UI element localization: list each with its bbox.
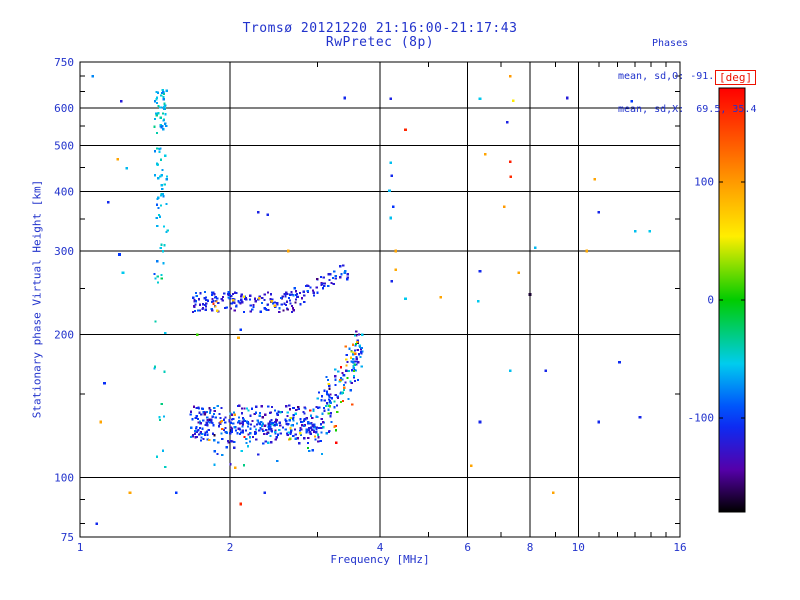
phase-stats-heading: Phases — [652, 38, 689, 49]
x-tick-label: 2 — [227, 541, 234, 554]
x-tick-label: 8 — [527, 541, 534, 554]
colorbar-gradient — [719, 88, 745, 512]
plot-subtitle: RwPretec (8p) — [325, 35, 435, 50]
colorbar: 100 0 -100 — [688, 87, 746, 513]
plot-title: Tromsø 20121220 21:16:00-21:17:43 — [242, 21, 518, 36]
x-tick-label: 1 — [77, 541, 84, 554]
gridlines — [80, 62, 680, 537]
y-axis-title: Stationary phase Virtual Height [km] — [30, 179, 44, 419]
y-tick-label: 600 — [54, 102, 74, 115]
x-tick-label: 6 — [464, 541, 471, 554]
x-axis-title: Frequency [MHz] — [330, 553, 430, 566]
colorbar-tick-label: 0 — [707, 294, 714, 307]
y-tick-label: 75 — [61, 531, 74, 544]
x-tick-label: 16 — [673, 541, 686, 554]
x-tick-label: 10 — [572, 541, 585, 554]
y-tick-label: 400 — [54, 186, 74, 199]
minor-ticks — [80, 62, 680, 537]
y-tick-label: 750 — [54, 56, 74, 69]
y-tick-label: 500 — [54, 140, 74, 153]
y-tick-label: 100 — [54, 472, 74, 485]
x-tick-label: 4 — [377, 541, 384, 554]
x-tick-labels: 1 2 4 6 8 10 16 — [77, 541, 687, 554]
colorbar-unit-label: [deg] — [715, 70, 757, 85]
colorbar-tick-label: 100 — [694, 176, 714, 189]
y-tick-label: 300 — [54, 245, 74, 258]
y-tick-labels: 75 100 200 300 400 500 600 750 — [54, 56, 74, 544]
y-tick-label: 200 — [54, 329, 74, 342]
plot-frame — [79, 61, 681, 538]
colorbar-tick-label: -100 — [688, 411, 715, 424]
phase-stats-x-mode: mean, sd,X: 69.5, 35.4 — [618, 104, 757, 115]
scatter-points — [91, 74, 651, 525]
